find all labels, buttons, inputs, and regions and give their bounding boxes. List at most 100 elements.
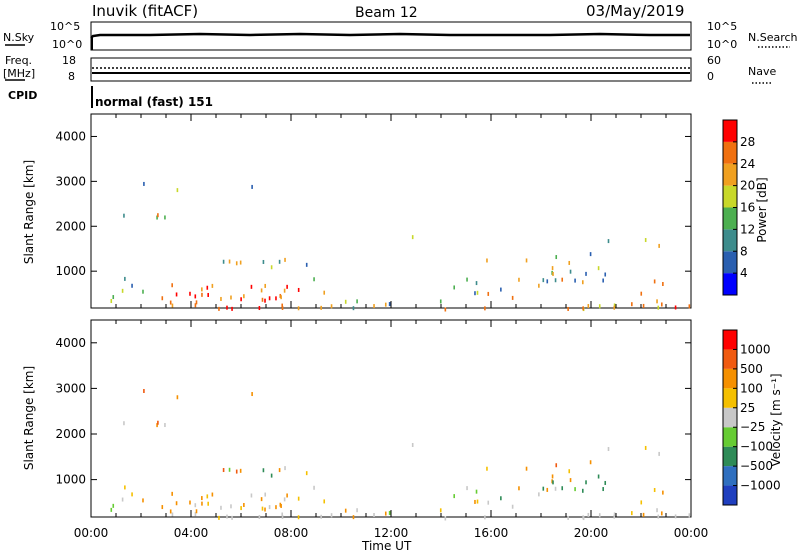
velocity-echo-cell <box>201 496 203 501</box>
power-echo-cell <box>121 288 124 293</box>
colorbar-segment <box>723 163 737 186</box>
velocity-echo-cell <box>124 485 126 490</box>
colorbar-segment <box>723 349 737 369</box>
power-echo-cell <box>201 292 203 297</box>
velocity-echo-cell <box>484 515 486 520</box>
velocity-data-layer <box>110 388 691 521</box>
power-echo-cell <box>313 277 315 282</box>
beam-title: Beam 12 <box>355 5 418 21</box>
power-echo-cell <box>235 261 238 266</box>
power-colorbar: 4 8 12 16 20 24 28 <box>722 119 755 296</box>
nsearch-tick-top: 10^5 <box>707 20 737 33</box>
velocity-echo-cell <box>281 512 284 517</box>
power-echo-cell <box>551 266 554 271</box>
power-echo-cell <box>231 306 233 311</box>
velocity-echo-cell <box>344 508 347 513</box>
power-echo-cell <box>653 279 656 284</box>
power-echo-cell <box>195 300 198 305</box>
velocity-ylabel: Slant Range [km] <box>22 366 36 470</box>
velocity-echo-cell <box>569 478 572 483</box>
power-echo-cell <box>538 283 540 288</box>
power-echo-cell <box>226 305 228 310</box>
power-echo-cell <box>222 259 225 264</box>
velocity-echo-cell <box>444 516 447 521</box>
colorbar-tick-label: −500 <box>740 459 773 473</box>
power-echo-cell <box>662 282 664 287</box>
power-echo-cell <box>262 259 265 264</box>
velocity-echo-cell <box>604 480 607 485</box>
velocity-echo-cell <box>235 469 238 474</box>
power-echo-cell <box>194 294 197 299</box>
velocity-echo-cell <box>574 487 576 492</box>
power-colorbar-label: Power [dB] <box>755 177 769 242</box>
power-echo-cell <box>607 239 610 244</box>
power-echo-cell <box>261 297 264 302</box>
power-echo-cell <box>124 276 126 281</box>
colorbar-segment <box>723 273 737 295</box>
velocity-echo-cell <box>607 447 610 452</box>
power-echo-cell <box>640 291 643 296</box>
power-echo-cell <box>240 297 242 302</box>
x-tick-label: 12:00 <box>374 526 409 540</box>
velocity-echo-cell <box>240 506 242 511</box>
velocity-echo-cell <box>243 502 245 507</box>
velocity-echo-cell <box>352 515 355 520</box>
velocity-echo-cell <box>554 486 557 491</box>
velocity-echo-cell <box>297 496 300 501</box>
freq-label: Freq. <box>5 54 32 67</box>
velocity-echo-cell <box>161 505 164 510</box>
velocity-echo-cell <box>561 486 564 491</box>
velocity-echo-cell <box>131 492 133 497</box>
nsearch-tick-bottom: 10^0 <box>707 38 737 51</box>
station-title: Inuvik (fitACF) <box>92 2 198 20</box>
power-echo-cell <box>476 290 479 295</box>
velocity-echo-cell <box>195 509 198 514</box>
power-echo-cell <box>674 305 677 310</box>
velocity-echo-cell <box>585 480 587 485</box>
power-echo-cell <box>597 266 600 271</box>
velocity-echo-cell <box>284 466 286 471</box>
velocity-echo-cell <box>121 497 124 502</box>
y-tick-label: 2000 <box>55 219 86 233</box>
colorbar-tick-label: 1000 <box>740 342 771 356</box>
power-echo-cell <box>283 288 286 293</box>
velocity-echo-cell <box>640 500 643 505</box>
power-echo-cell <box>143 181 145 186</box>
power-echo-cell <box>656 299 658 304</box>
velocity-echo-cell <box>487 500 490 505</box>
power-echo-cell <box>220 296 222 301</box>
colorbar-segment <box>723 446 737 467</box>
velocity-echo-cell <box>518 486 520 491</box>
colorbar-segment <box>723 141 737 164</box>
power-echo-cell <box>602 278 604 283</box>
power-echo-cell <box>518 277 520 282</box>
velocity-echo-cell <box>582 515 584 520</box>
power-echo-cell <box>110 299 113 304</box>
velocity-echo-cell <box>220 505 222 510</box>
velocity-echo-cell <box>568 469 571 474</box>
power-ylabel: Slant Range [km] <box>22 160 36 264</box>
velocity-echo-cell <box>239 468 242 473</box>
velocity-echo-cell <box>330 513 333 518</box>
power-echo-cell <box>542 278 545 283</box>
velocity-echo-cell <box>110 507 113 512</box>
power-echo-cell <box>555 255 558 260</box>
power-echo-cell <box>567 306 569 311</box>
power-echo-cell <box>157 213 159 218</box>
velocity-echo-cell <box>656 508 658 513</box>
velocity-echo-cell <box>439 508 442 513</box>
power-echo-cell <box>250 284 253 289</box>
velocity-echo-cell <box>278 468 281 473</box>
velocity-echo-cell <box>411 442 414 447</box>
nsky-tick-top: 10^5 <box>50 20 80 33</box>
power-echo-cell <box>123 213 125 218</box>
nsearch-label: N.Search <box>748 31 798 44</box>
velocity-echo-cell <box>270 473 273 478</box>
velocity-echo-cell <box>475 489 478 494</box>
power-echo-cell <box>631 302 633 307</box>
power-echo-cell <box>344 299 347 304</box>
velocity-echo-cell <box>123 421 125 426</box>
colorbar-segment <box>723 229 737 252</box>
velocity-echo-cell <box>143 388 145 393</box>
